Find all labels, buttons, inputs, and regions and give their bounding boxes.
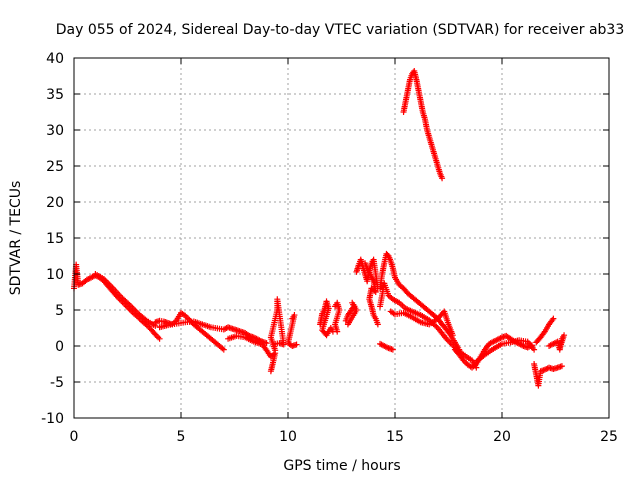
y-tick-label: -10: [41, 411, 64, 427]
x-tick-label: 0: [70, 429, 79, 445]
data-point: [155, 334, 162, 341]
x-tick-label: 15: [386, 429, 404, 445]
x-tick-label: 5: [177, 429, 186, 445]
y-tick-label: 5: [55, 303, 64, 319]
x-tick-label: 20: [493, 429, 511, 445]
y-tick-label: 20: [46, 195, 64, 211]
y-tick-label: 35: [46, 87, 64, 103]
x-tick-label: 10: [279, 429, 297, 445]
data-point: [132, 307, 139, 314]
axis-ticks: 0 5 10 15 20 25 -10 -5 0 5 10 15 20 25 30 35 40: [41, 51, 618, 445]
x-tick-label: 25: [600, 429, 618, 445]
data-point: [222, 325, 229, 332]
grid: [74, 58, 609, 418]
y-axis-label: SDTVAR / TECUs: [8, 181, 24, 296]
y-tick-label: -5: [50, 375, 64, 391]
data-point: [263, 340, 270, 347]
data-points: [71, 67, 568, 389]
data-point: [185, 315, 192, 322]
y-tick-label: 25: [46, 159, 64, 175]
x-axis-label: GPS time / hours: [283, 458, 400, 474]
data-point: [374, 321, 381, 328]
data-point: [293, 341, 300, 348]
data-point: [130, 306, 137, 313]
chart-title: Day 055 of 2024, Sidereal Day-to-day VTE…: [56, 22, 625, 38]
y-tick-label: 15: [46, 231, 64, 247]
y-tick-label: 10: [46, 267, 64, 283]
data-point: [220, 346, 227, 353]
data-point: [128, 303, 135, 310]
data-point: [334, 328, 341, 335]
data-point: [550, 315, 557, 322]
data-point: [156, 335, 163, 342]
data-point: [439, 175, 446, 182]
data-point: [558, 363, 565, 370]
data-point: [556, 345, 563, 352]
data-point: [531, 346, 538, 353]
data-point: [272, 347, 279, 354]
data-point: [267, 368, 274, 375]
data-point: [389, 346, 396, 353]
data-point: [449, 332, 456, 339]
y-tick-label: 40: [46, 51, 64, 67]
data-point: [344, 321, 351, 328]
y-tick-label: 0: [55, 339, 64, 355]
y-tick-label: 30: [46, 123, 64, 139]
